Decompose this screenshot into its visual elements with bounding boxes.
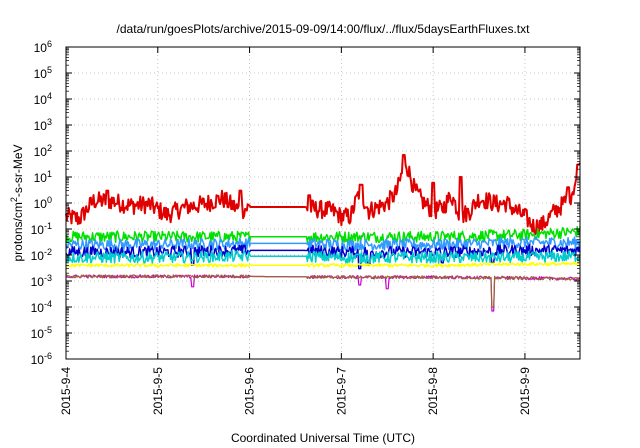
chart-title: /data/run/goesPlots/archive/2015-09-09/1… — [117, 22, 531, 36]
x-tick-label: 2015-9-6 — [243, 367, 257, 415]
x-tick-label: 2015-9-7 — [334, 367, 348, 415]
y-tick-label: 10-5 — [31, 325, 52, 341]
series-layer — [65, 154, 581, 312]
x-tick-label: 2015-9-4 — [59, 367, 73, 415]
series-line-5 — [65, 249, 581, 264]
y-tick-label: 105 — [34, 65, 52, 81]
y-tick-label: 103 — [34, 117, 52, 133]
series-line-3 — [65, 236, 581, 252]
x-tick-label: 2015-9-5 — [151, 367, 165, 415]
x-tick-label: 2015-9-8 — [426, 367, 440, 415]
series-line-2 — [65, 226, 581, 244]
series-line-6 — [65, 261, 581, 268]
y-tick-labels: 10-6 10-5 10-4 10-3 10-2 10-1 100 101 102 103 104 1… — [31, 39, 52, 367]
series-line-7 — [65, 274, 581, 312]
y-tick-label: 10-1 — [31, 221, 52, 237]
y-tick-label: 104 — [34, 91, 52, 107]
y-tick-label: 100 — [34, 195, 52, 211]
axis-ticks — [65, 46, 580, 360]
series-line-1 — [65, 154, 581, 236]
series-line-8 — [65, 274, 581, 308]
y-tick-label: 106 — [34, 39, 52, 55]
y-axis-label: protons/cm2-s-sr-MeV — [9, 144, 25, 261]
y-tick-label: 10-2 — [31, 247, 52, 263]
y-tick-label: 10-4 — [31, 299, 52, 315]
y-tick-label: 10-3 — [31, 273, 52, 289]
y-tick-label: 10-6 — [31, 351, 52, 367]
x-axis-label: Coordinated Universal Time (UTC) — [231, 431, 415, 445]
y-tick-label: 101 — [34, 169, 52, 185]
y-tick-label: 102 — [34, 143, 52, 159]
x-tick-label: 2015-9-9 — [518, 367, 532, 415]
x-tick-labels: 2015-9-4 2015-9-5 2015-9-6 2015-9-7 2015-9-8… — [59, 367, 532, 415]
